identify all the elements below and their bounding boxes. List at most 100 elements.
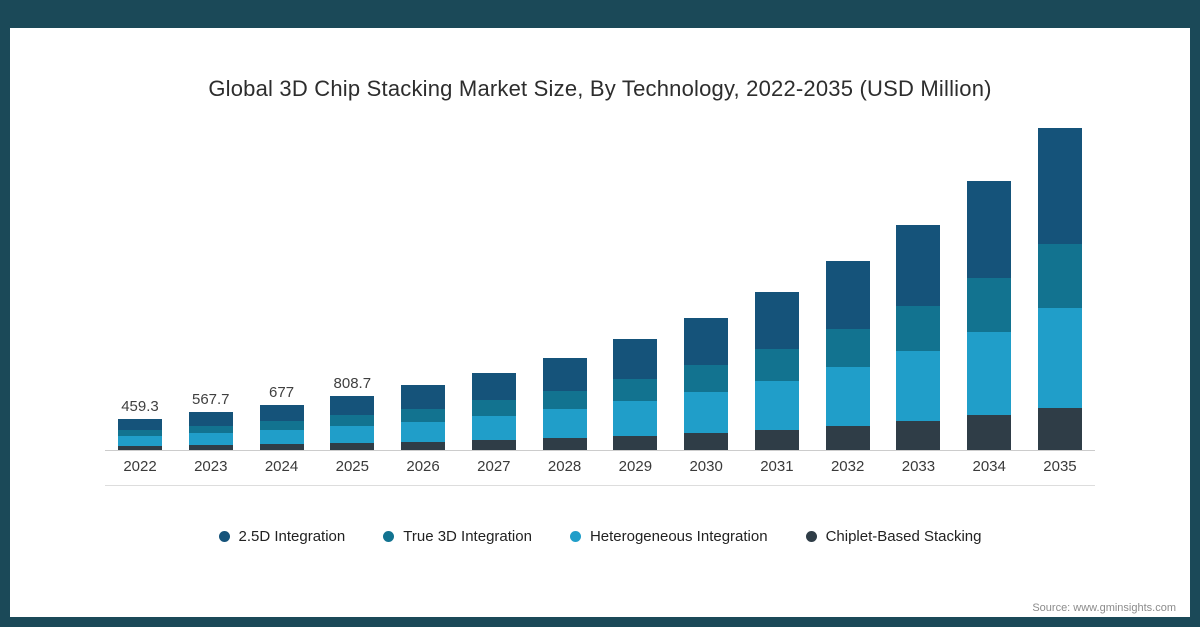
bar-segment	[825, 367, 870, 426]
bar-segment	[118, 430, 162, 437]
source-text: Source: www.gminsights.com	[1032, 602, 1176, 614]
stacked-bar	[684, 317, 729, 450]
bar-segment	[259, 420, 304, 431]
x-axis-label-2023: 2023	[194, 458, 228, 475]
bar-segment	[684, 391, 729, 433]
stacked-bar	[754, 292, 799, 450]
legend-item: Chiplet-Based Stacking	[805, 528, 982, 545]
legend-label: True 3D Integration	[403, 528, 532, 545]
bar-segment	[613, 379, 658, 402]
bar-segment	[471, 439, 516, 450]
bar-segment	[188, 411, 233, 426]
bar-segment	[259, 404, 304, 421]
bar-2022: 459.3	[105, 398, 175, 450]
bar-2026	[388, 385, 458, 450]
bar-segment	[471, 400, 516, 416]
legend-item: 2.5D Integration	[218, 528, 346, 545]
bar-segment	[1037, 408, 1082, 450]
bar-2023: 567.7	[176, 391, 246, 450]
x-axis-label-2024: 2024	[264, 458, 299, 475]
stacked-bar	[1037, 128, 1082, 450]
bar-2028	[530, 357, 600, 450]
bar-2027	[459, 372, 529, 450]
stacked-bar	[259, 404, 304, 450]
x-axis-line	[105, 450, 1095, 451]
x-axis-labels: 2022 2023 2024 2025 2026 2027 2028 2029 2030 2031…	[105, 458, 1095, 475]
stacked-bar	[118, 419, 162, 450]
x-axis-label-2030: 2030	[689, 458, 723, 475]
bar-segment	[1037, 243, 1082, 309]
stacked-bar	[613, 339, 658, 450]
bar-segment	[118, 419, 162, 431]
bar-segment	[684, 365, 729, 392]
legend-item: Heterogeneous Integration	[569, 528, 768, 545]
bar-segment	[542, 357, 587, 391]
bar-2033	[883, 224, 953, 450]
stacked-bar	[471, 372, 516, 450]
bar-value-label: 677	[269, 383, 295, 401]
bar-segment	[401, 385, 446, 409]
x-axis-label-2032: 2032	[830, 458, 865, 475]
bar-segment	[471, 372, 516, 401]
bar-segment	[259, 430, 304, 445]
bar-value-label: 808.7	[333, 374, 372, 392]
chart-title: Global 3D Chip Stacking Market Size, By …	[208, 76, 992, 101]
legend-item: True 3D Integration	[383, 528, 532, 545]
bar-2025: 808.7	[317, 375, 387, 450]
bar-segment	[118, 436, 162, 446]
bar-segment	[613, 339, 658, 380]
x-axis-label-2029: 2029	[618, 458, 653, 475]
bar-2029	[600, 339, 670, 450]
bar-2032	[813, 261, 883, 450]
bar-segment	[896, 305, 941, 351]
bar-segment	[754, 292, 799, 349]
bar-segment	[967, 277, 1012, 332]
bar-segment	[330, 426, 375, 443]
bar-segment	[1037, 308, 1082, 409]
legend-label: Heterogeneous Integration	[589, 528, 768, 545]
stacked-bar	[330, 395, 375, 450]
legend-dot-icon	[383, 531, 395, 542]
bar-2034	[954, 180, 1024, 450]
bar-segment	[613, 401, 658, 436]
bar-segment	[188, 425, 233, 434]
bar-segment	[754, 380, 799, 430]
legend-label: Chiplet-Based Stacking	[825, 528, 982, 545]
legend-label: 2.5D Integration	[238, 528, 346, 545]
x-axis-label-2026: 2026	[406, 458, 440, 475]
stacked-bar	[401, 385, 446, 450]
bar-segment	[118, 446, 162, 450]
x-axis-label-2034: 2034	[972, 458, 1006, 475]
x-axis-label-2028: 2028	[547, 458, 582, 475]
bar-segment	[896, 224, 941, 306]
bar-segment	[542, 390, 587, 410]
bar-2035	[1025, 128, 1095, 450]
bar-segment	[684, 317, 729, 366]
bar-segment	[188, 433, 233, 445]
x-axis-underline	[105, 485, 1095, 486]
bar-segment	[259, 444, 304, 450]
legend-dot-icon	[569, 531, 581, 542]
bar-segment	[967, 180, 1012, 278]
bar-segment	[754, 348, 799, 381]
bar-segment	[896, 420, 941, 450]
bar-plot-area: 459.3 567.7 677 808.7	[105, 120, 1095, 450]
bar-2030	[671, 317, 741, 450]
bar-segment	[613, 435, 658, 450]
x-axis-label-2031: 2031	[760, 458, 794, 475]
stacked-bar	[967, 180, 1012, 450]
x-axis-label-2033: 2033	[901, 458, 936, 475]
bar-segment	[542, 438, 587, 450]
bar-value-label: 567.7	[191, 390, 230, 408]
bar-segment	[330, 442, 375, 450]
x-axis-label-2025: 2025	[335, 458, 369, 475]
bar-segment	[542, 409, 587, 438]
bar-segment	[825, 425, 870, 450]
legend: 2.5D Integration True 3D Integration Heter…	[10, 528, 1190, 545]
bar-segment	[330, 415, 375, 427]
bar-segment	[896, 350, 941, 421]
bar-segment	[401, 408, 446, 422]
bar-segment	[825, 329, 870, 367]
bar-2031	[742, 292, 812, 450]
legend-dot-icon	[805, 531, 817, 542]
